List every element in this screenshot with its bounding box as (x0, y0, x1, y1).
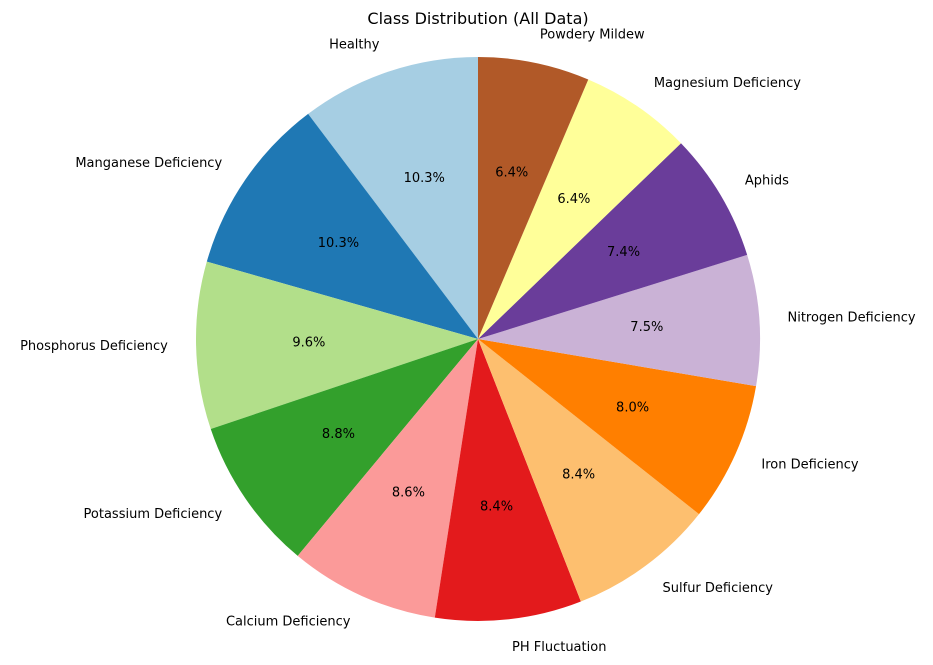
pie-category-label: Powdery Mildew (540, 28, 645, 43)
pie-category-label: Healthy (329, 37, 380, 52)
pie-category-label: Manganese Deficiency (75, 156, 222, 171)
pie-category-label: Phosphorus Deficiency (20, 339, 168, 354)
pie-percent-label: 9.6% (292, 335, 325, 350)
pie-slice-aphids (478, 143, 748, 339)
pie-category-label: Calcium Deficiency (226, 614, 351, 629)
pie-category-label: Nitrogen Deficiency (787, 311, 915, 326)
pie-percent-label: 10.3% (404, 171, 445, 186)
pie-slice-phosphorus-deficiency (196, 261, 478, 429)
pie-percent-label: 6.4% (557, 192, 590, 207)
pie-percent-label: 8.4% (480, 500, 513, 515)
pie-category-label: PH Fluctuation (512, 640, 606, 655)
pie-slice-ph-fluctuation (434, 339, 581, 622)
pie-slice-potassium-deficiency (210, 339, 478, 556)
pie-slice-healthy (308, 57, 478, 339)
pie-slice-magnesium-deficiency (478, 79, 681, 339)
pie-percent-label: 10.3% (318, 236, 359, 251)
pie-slice-powdery-mildew (478, 57, 589, 339)
pie-category-label: Magnesium Deficiency (654, 76, 801, 91)
pie-percent-label: 8.4% (562, 468, 595, 483)
pie-slice-manganese-deficiency (206, 113, 478, 340)
pie-category-label: Aphids (745, 173, 789, 188)
pie-slice-sulfur-deficiency (478, 339, 700, 602)
pie-category-label: Sulfur Deficiency (663, 581, 774, 596)
pie-percent-label: 7.5% (630, 320, 663, 335)
pie-percent-label: 8.6% (392, 486, 425, 501)
pie-category-label: Potassium Deficiency (84, 507, 223, 522)
pie-percent-label: 7.4% (607, 245, 640, 260)
pie-category-labels: Healthy Manganese Deficiency Phosphorus De… (20, 28, 916, 655)
chart-title: Class Distribution (All Data) (367, 9, 588, 28)
pie-slice-nitrogen-deficiency (478, 254, 760, 387)
pie-percent-label: 8.8% (322, 427, 355, 442)
pie-slice-calcium-deficiency (297, 339, 478, 618)
pie-percent-label: 6.4% (495, 166, 528, 181)
pie-category-label: Iron Deficiency (761, 458, 859, 473)
pie-percent-labels: 10.3% 10.3% 9.6% 8.8% 8.6% 8.4% 8.4% 8.0% 7.5% 7.… (292, 166, 663, 515)
pie-percent-label: 8.0% (616, 400, 649, 415)
pie-slices (196, 57, 760, 622)
pie-slice-iron-deficiency (478, 339, 757, 515)
